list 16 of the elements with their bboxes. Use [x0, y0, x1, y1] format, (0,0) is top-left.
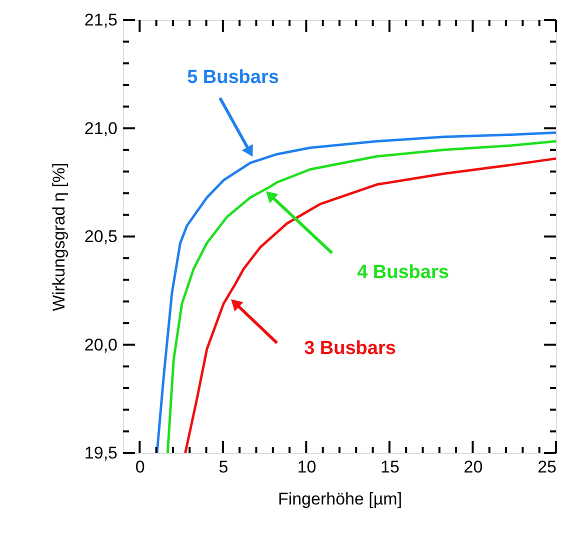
x-tick-label: 25 [538, 458, 556, 476]
y-tick-label: 20,5 [84, 227, 118, 246]
x-tick-label: 10 [297, 458, 316, 476]
x-tick-label: 15 [380, 458, 400, 476]
text: 4 Busbars [357, 262, 449, 283]
y-tick-label: 21,5 [84, 10, 118, 30]
x-tick-label: 0 [135, 458, 145, 476]
text: 3 Busbars [304, 338, 396, 359]
x-tick-label: 20 [464, 458, 483, 476]
text: 5 Busbars [187, 67, 279, 88]
y-tick-label: 21,0 [84, 118, 118, 138]
x-axis-title: Fingerhöhe [µm] [278, 490, 402, 508]
y-axis-title: Wirkungsgrad η [%] [49, 162, 68, 312]
x-tick-label: 5 [218, 458, 228, 476]
y-tick-label: 20,0 [84, 335, 118, 354]
y-tick-label: 19,5 [84, 444, 118, 462]
